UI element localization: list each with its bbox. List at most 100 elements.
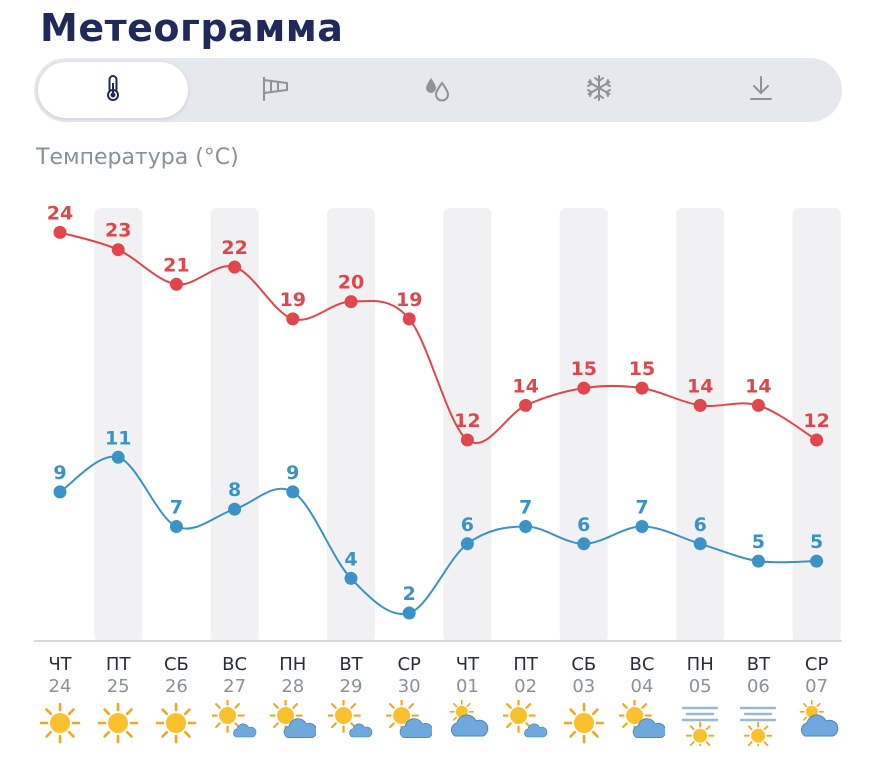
day-stripe (676, 208, 725, 642)
max-temp-point (111, 243, 125, 257)
max-temp-point (344, 295, 358, 309)
day-label: ПН (279, 654, 306, 675)
day-stripe (94, 208, 143, 642)
sun-icon (153, 700, 199, 746)
max-temp-label: 19 (280, 289, 306, 311)
fog-sun-icon (677, 700, 723, 750)
min-temp-label: 6 (461, 514, 474, 536)
day-stripe (443, 208, 492, 642)
sun-cloud-icon (384, 698, 434, 746)
download-icon (746, 73, 776, 107)
date-label: 30 (398, 676, 421, 697)
max-temp-point (53, 225, 67, 239)
day-label: ЧТ (456, 654, 480, 675)
series-line-max (59, 231, 818, 444)
sun-icon (37, 700, 83, 746)
snowflake-icon (584, 73, 614, 107)
thermometer-icon (98, 73, 128, 107)
day-label: ВТ (747, 654, 771, 675)
max-temp-label: 14 (687, 375, 713, 397)
max-temp-point (460, 433, 474, 447)
max-temp-point (810, 433, 824, 447)
tab-temperature[interactable] (38, 62, 188, 118)
day-label: СР (397, 654, 421, 675)
min-temp-point (519, 520, 533, 533)
min-temp-point (402, 606, 416, 620)
min-temp-label: 2 (403, 583, 416, 605)
day-stripe (327, 208, 375, 642)
max-temp-label: 24 (47, 202, 73, 224)
date-label: 28 (281, 676, 304, 697)
date-label: 26 (165, 676, 188, 697)
max-temp-point (286, 312, 300, 326)
min-temp-point (635, 520, 649, 533)
sun-small-cloud-icon (209, 698, 258, 746)
min-temp-point (53, 485, 67, 499)
date-label: 03 (572, 676, 595, 697)
max-temp-point (635, 381, 649, 395)
max-temp-label: 23 (105, 220, 131, 242)
min-temp-label: 4 (344, 548, 357, 570)
day-label: ВС (222, 654, 247, 675)
min-temp-label: 5 (810, 531, 823, 553)
max-temp-point (577, 381, 591, 395)
tab-download[interactable] (686, 62, 836, 118)
min-temp-point (169, 520, 183, 533)
min-temp-point (111, 450, 125, 464)
date-label: 25 (107, 676, 130, 697)
min-temp-label: 8 (228, 479, 241, 501)
min-temp-label: 6 (694, 514, 707, 536)
max-temp-label: 12 (454, 410, 480, 432)
fog-sun-icon (735, 700, 781, 750)
day-stripe (792, 208, 841, 642)
tab-wind[interactable] (200, 62, 350, 118)
sun-small-cloud-icon (500, 698, 549, 746)
day-stripe (210, 208, 259, 642)
max-temp-point (693, 398, 707, 412)
cloud-sun-icon (444, 699, 490, 746)
day-label: ПТ (106, 654, 132, 675)
max-temp-point (169, 277, 183, 291)
max-temp-point (751, 398, 765, 412)
day-label: СБ (164, 654, 189, 675)
min-temp-point (286, 485, 300, 499)
day-label: ВС (630, 654, 655, 675)
min-temp-point (228, 502, 242, 516)
tab-snow[interactable] (524, 62, 674, 118)
date-label: 27 (223, 676, 246, 697)
cloud-sun-icon (794, 699, 840, 746)
date-label: 05 (689, 676, 712, 697)
max-temp-label: 19 (396, 289, 422, 311)
max-temp-label: 22 (221, 237, 247, 259)
min-temp-label: 9 (286, 462, 299, 484)
min-temp-label: 5 (752, 531, 765, 553)
tab-precipitation[interactable] (362, 62, 512, 118)
day-label: ПН (687, 654, 714, 675)
max-temp-label: 15 (571, 358, 597, 380)
day-label: ПТ (513, 654, 539, 675)
day-label: ЧТ (48, 654, 72, 675)
date-label: 02 (514, 676, 537, 697)
sun-icon (95, 700, 141, 746)
sun-cloud-icon (617, 698, 667, 746)
windsock-icon (260, 73, 290, 107)
date-label: 06 (747, 676, 770, 697)
min-temp-point (460, 537, 474, 551)
min-temp-point (693, 537, 707, 551)
min-temp-label: 7 (170, 497, 183, 519)
min-temp-label: 11 (105, 427, 131, 449)
max-temp-label: 20 (338, 272, 364, 294)
sun-small-cloud-icon (326, 698, 374, 746)
max-temp-point (228, 260, 242, 274)
day-label: СР (805, 654, 829, 675)
date-label: 29 (340, 676, 363, 697)
min-temp-label: 9 (53, 462, 66, 484)
metric-tab-bar (34, 58, 842, 122)
min-temp-point (577, 537, 591, 551)
max-temp-label: 12 (803, 410, 829, 432)
min-temp-label: 6 (577, 514, 590, 536)
max-temp-label: 21 (163, 254, 189, 276)
drops-icon (422, 73, 452, 107)
date-label: 01 (456, 676, 479, 697)
